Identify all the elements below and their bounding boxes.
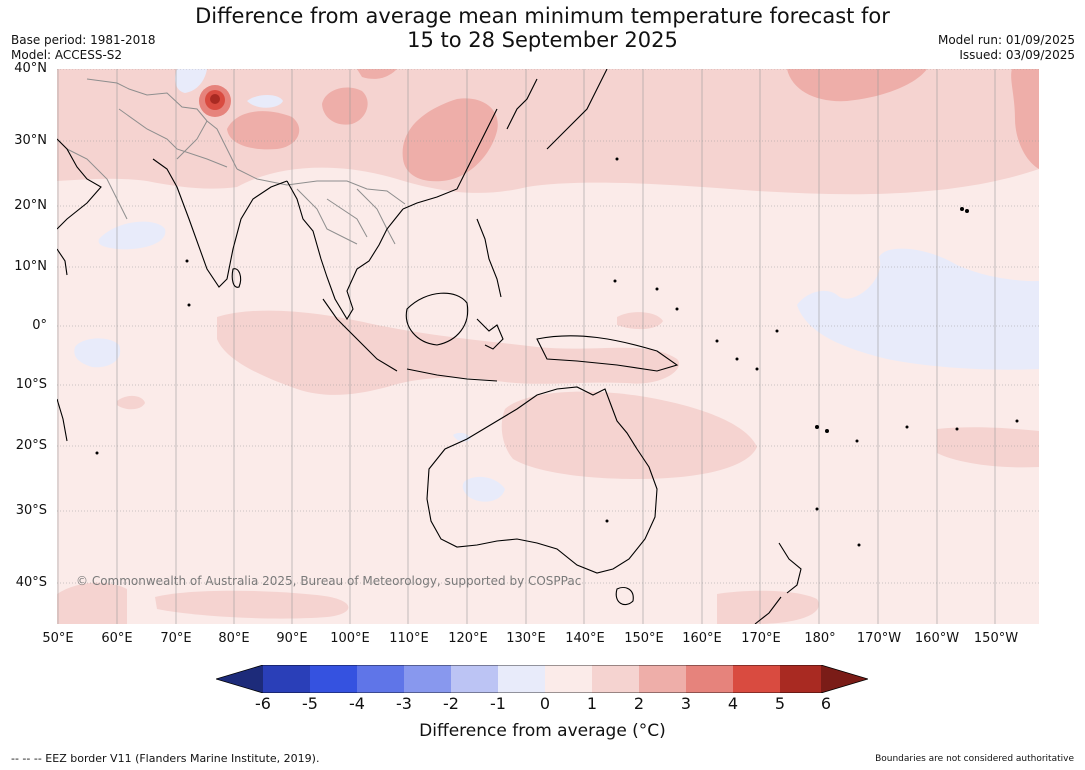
boundaries-disclaimer: Boundaries are not considered authoritat… — [875, 754, 1074, 764]
anomaly-1to2-north — [57, 69, 1039, 195]
lat-label-30s: 30°S — [15, 503, 47, 518]
model-name: Model: ACCESS-S2 — [11, 48, 123, 62]
lon-label-180: 180° — [804, 631, 836, 646]
colorbar-segment-1to2 — [592, 665, 639, 693]
chart-title: Difference from average mean minimum tem… — [0, 4, 1085, 52]
coastlines — [57, 69, 802, 624]
pacific-islands — [95, 157, 1019, 547]
colorbar-tick: 3 — [680, 694, 692, 713]
anomaly-1to2-maritime — [217, 310, 680, 395]
cool-patch-equatorial-pacific — [797, 248, 1039, 370]
lon-label-70e: 70°E — [160, 631, 192, 646]
anomaly-2to3-east — [1011, 69, 1039, 169]
colorbar-segment-above-6 — [821, 665, 868, 693]
lat-label-20n: 20°N — [14, 198, 47, 213]
model-run: Model run: 01/09/2025 — [937, 33, 1075, 47]
colorbar-segment-1to0 — [498, 665, 545, 693]
colorbar-tick: -5 — [302, 694, 318, 713]
colorbar-segment-5to6 — [780, 665, 821, 693]
colorbar-label: Difference from average (°C) — [419, 721, 666, 741]
title-line-1: Difference from average mean minimum tem… — [195, 4, 890, 28]
graticule — [57, 69, 1039, 624]
cool-patch-north — [175, 69, 207, 93]
lon-label-100e: 100°E — [330, 631, 370, 646]
colorbar-segment-6to5 — [263, 665, 310, 693]
colorbar-tick: 5 — [774, 694, 786, 713]
cool-patch-tibet — [247, 95, 283, 108]
lat-label-0: 0° — [32, 318, 47, 333]
colorbar-tick: 0 — [539, 694, 551, 713]
meta-right: Model run: 01/09/2025 Issued: 03/09/2025 — [938, 33, 1075, 63]
anomaly-1to2-new-guinea — [617, 312, 663, 330]
cool-patch-indian-ocean — [74, 338, 121, 368]
colorbar-tick: 6 — [820, 694, 832, 713]
colorbar-segment-below-6 — [216, 665, 263, 693]
colorbar-tick: 2 — [633, 694, 645, 713]
anomaly-2to3-himalaya — [227, 111, 300, 150]
colorbar-tick: -1 — [490, 694, 506, 713]
colorbar-tick: -2 — [443, 694, 459, 713]
lat-label-10s: 10°S — [15, 377, 47, 392]
lat-label-40n: 40°N — [14, 61, 47, 76]
anomaly-2to3-tibet — [322, 87, 368, 125]
colorbar-segment-2to3 — [639, 665, 686, 693]
lat-label-20s: 20°S — [15, 438, 47, 453]
anomaly-2to3-north-small — [357, 69, 397, 79]
forecast-map — [57, 69, 1039, 624]
lon-label-170w: 170°W — [856, 631, 902, 646]
colorbar-segment-5to4 — [310, 665, 357, 693]
lon-label-160e: 160°E — [682, 631, 722, 646]
colorbar-segment-2to1 — [451, 665, 498, 693]
country-borders — [66, 78, 406, 245]
anomaly-1to2-south — [155, 590, 349, 619]
lon-label-90e: 90°E — [276, 631, 308, 646]
eez-note: -- -- -- EEZ border V11 (Flanders Marine… — [11, 752, 320, 765]
colorbar-segment-4to3 — [357, 665, 404, 693]
lon-label-150e: 150°E — [624, 631, 664, 646]
base-period: Base period: 1981-2018 — [11, 33, 156, 47]
hotspot-5to6 — [210, 94, 220, 104]
lon-label-170e: 170°E — [741, 631, 781, 646]
colorbar-segment-3to4 — [686, 665, 733, 693]
lon-label-140e: 140°E — [565, 631, 605, 646]
colorbar-tick: 4 — [727, 694, 739, 713]
lon-label-110e: 110°E — [389, 631, 429, 646]
lon-label-160w: 160°W — [914, 631, 960, 646]
colorbar-segment-0to1 — [545, 665, 592, 693]
map-svg — [57, 69, 1039, 624]
lon-label-80e: 80°E — [218, 631, 250, 646]
anomaly-1to2-australia — [501, 391, 757, 479]
anomaly-2to3-china — [402, 98, 498, 182]
colorbar — [214, 664, 870, 694]
lat-label-30n: 30°N — [14, 133, 47, 148]
lon-label-120e: 120°E — [448, 631, 488, 646]
anomaly-1to2-tasman — [717, 590, 819, 624]
lat-label-10n: 10°N — [14, 259, 47, 274]
title-line-2: 15 to 28 September 2025 — [407, 28, 678, 52]
lon-label-60e: 60°E — [101, 631, 133, 646]
anomaly-2to3-northeast — [787, 69, 927, 102]
cool-patch-western-australia — [462, 476, 505, 502]
colorbar-tick: -6 — [255, 694, 271, 713]
colorbar-tick: -4 — [349, 694, 365, 713]
colorbar-segment-4to5 — [733, 665, 780, 693]
colorbar-svg — [214, 664, 870, 694]
colorbar-tick: -3 — [396, 694, 412, 713]
colorbar-segment-3to2 — [404, 665, 451, 693]
issued-date: Issued: 03/09/2025 — [959, 48, 1075, 62]
lat-label-40s: 40°S — [15, 575, 47, 590]
lon-label-50e: 50°E — [42, 631, 74, 646]
colorbar-tick: 1 — [586, 694, 598, 713]
cool-patch-arabian-sea — [98, 221, 166, 250]
copyright-notice: © Commonwealth of Australia 2025, Bureau… — [76, 574, 582, 588]
anomaly-1to2-southwest — [57, 582, 127, 624]
anomaly-1to2-south-pacific — [937, 427, 1039, 468]
anomaly-1to2-small-indian — [117, 395, 145, 410]
meta-left: Base period: 1981-2018 Model: ACCESS-S2 — [11, 33, 156, 63]
lon-label-130e: 130°E — [506, 631, 546, 646]
lon-label-150w: 150°W — [973, 631, 1019, 646]
